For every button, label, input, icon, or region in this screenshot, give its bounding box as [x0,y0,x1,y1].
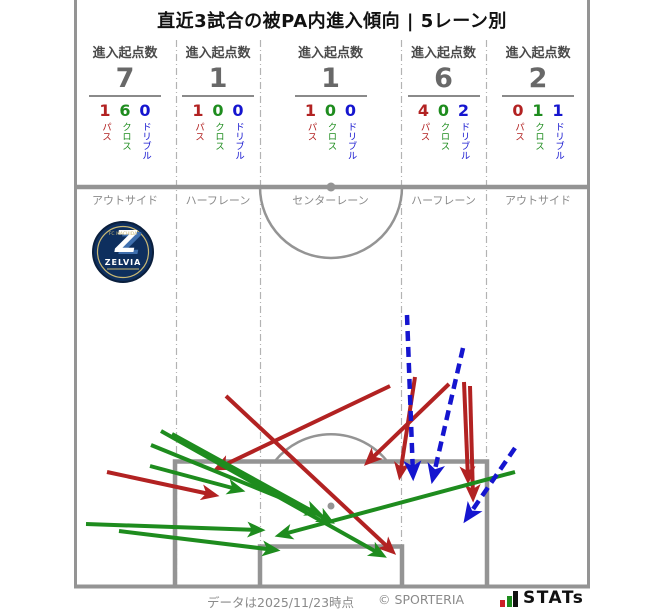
pass-arrow [224,394,397,555]
lane-label-halfspace-left: ハーフレーン [185,194,251,207]
dribble-count: 0 [139,101,151,121]
stats-logo: STATs [500,589,584,607]
cross-count: 0 [324,101,337,121]
cross-label: クロス [532,121,544,151]
pass-label: パス [512,121,524,141]
cross-arrow [85,521,266,538]
origins-total: 1 [321,63,340,94]
team-badge: Z Z FC MACHIDA ZELVIA [92,221,154,283]
badge-circle [92,221,154,283]
lane-stats-column-1: 進入起点数 7 1 パス 6 クロス 0 ドリブル [74,42,176,160]
copyright: © SPORTERIA [378,592,465,607]
footer: データは2025/11/23時点 © SPORTERIA [207,592,464,611]
total-underline [502,95,574,98]
lane-stats-column-4: 進入起点数 6 4 パス 0 クロス 2 ドリブル [401,42,486,160]
dribble-count: 1 [552,101,564,121]
dribble-label: ドリブル [458,121,470,160]
dribble-label: ドリブル [345,121,357,160]
cross-count: 1 [532,101,544,121]
dribble-arrow [463,446,517,524]
pitch-lines [74,0,590,589]
cross-label: クロス [325,121,337,151]
pass-label: パス [192,121,204,141]
column-header: 進入起点数 [185,46,251,61]
origins-total: 2 [528,63,548,94]
cross-count: 0 [437,101,450,121]
total-underline [294,95,367,98]
pass-count: 1 [99,101,111,121]
goal-area [257,544,405,588]
badge-top-text: FC MACHIDA [109,231,138,237]
column-header: 進入起点数 [92,46,158,61]
pass-arrow [106,470,220,501]
penalty-area [172,459,490,588]
pass-arrow [212,384,391,471]
pass-count: 1 [304,101,317,121]
badge-ring [96,225,150,279]
column-header: 進入起点数 [410,46,476,61]
lane-label-outside-left: アウトサイド [92,194,158,207]
center-spot [326,182,336,192]
penalty-spot [327,502,335,510]
lane-stats-column-3: 進入起点数 1 1 パス 0 クロス 0 ドリブル [260,42,401,160]
entry-arrows-layer [85,314,517,558]
dribble-arrow [403,314,422,482]
dribble-count: 2 [457,101,470,121]
lane-stats-column-5: 進入起点数 2 0 パス 1 クロス 1 ドリブル [486,42,590,160]
bar-chart-icon [500,590,518,607]
pass-label: パス [99,121,111,141]
chart-title: 直近3試合の被PA内進入傾向 | 5レーン別 [157,11,507,32]
dribble-label: ドリブル [232,121,244,160]
pass-label: パス [418,121,430,141]
dribble-count: 0 [344,101,357,121]
cross-label: クロス [119,121,131,151]
pass-count: 0 [512,101,524,121]
cross-arrow [149,464,246,495]
dribble-count: 0 [232,101,244,121]
cross-arrow [274,470,516,540]
total-underline [407,95,480,98]
badge-name: ZELVIA [105,258,142,267]
pass-count: 1 [192,101,204,121]
lane-stats-column-2: 進入起点数 1 1 パス 0 クロス 0 ドリブル [176,42,260,160]
lane-label-center: センターレーン [292,194,369,207]
badge-z-shadow: Z [118,227,142,262]
cross-arrow [171,432,335,524]
pass-count: 4 [417,101,430,121]
total-underline [182,95,254,98]
center-circle [258,186,404,260]
lane-label-halfspace-right: ハーフレーン [411,194,476,207]
data-asof-note: データは2025/11/23時点 [207,595,355,610]
origins-total: 7 [115,63,135,94]
cross-count: 6 [119,101,131,121]
column-header: 進入起点数 [297,46,363,61]
cross-count: 0 [212,101,224,121]
pass-arrow [464,385,481,503]
lane-label-outside-right: アウトサイド [505,194,571,207]
stats-logo-text: STATs [523,588,585,608]
dribble-label: ドリブル [139,121,151,160]
cross-label: クロス [212,121,224,151]
pass-arrow [363,382,451,466]
dribble-arrow [427,347,466,485]
pass-label: パス [305,121,317,141]
pass-arrow [459,381,476,485]
column-header: 進入起点数 [505,46,571,61]
total-underline [89,95,161,98]
origins-total: 1 [208,63,228,94]
badge-z: Z [114,225,138,260]
cross-label: クロス [438,121,450,151]
cross-arrow [118,529,281,557]
origins-total: 6 [434,63,453,94]
dribble-label: ドリブル [552,121,564,160]
